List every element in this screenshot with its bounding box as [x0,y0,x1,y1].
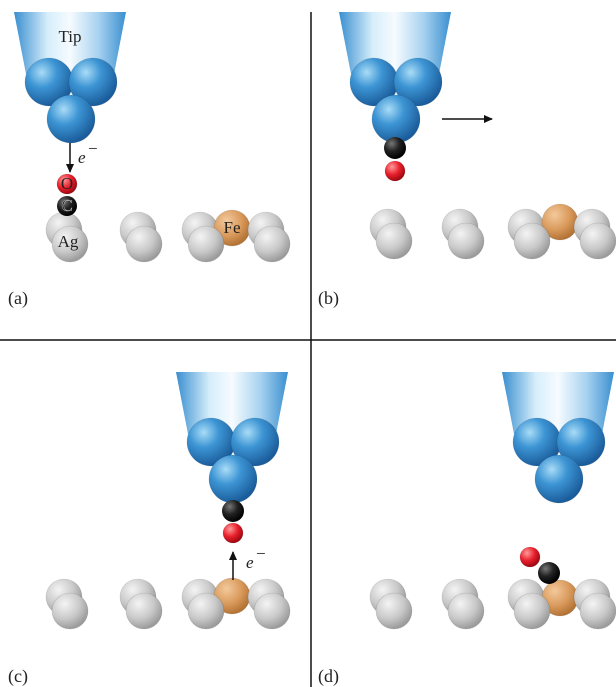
silver-atom [253,592,291,630]
tip-atom [208,454,258,504]
carbon-atom [538,562,560,584]
silver-atom [51,592,89,630]
oxygen-atom [222,522,244,544]
silver-atom [579,222,616,260]
oxygen-atom [56,173,78,195]
oxygen-label: O [61,174,73,193]
panel-label: (a) [8,288,28,309]
oxygen-atom [384,160,406,182]
carbon-atom [222,500,244,522]
electron: e [78,148,86,167]
electron-charge: − [88,139,98,158]
shapes [14,12,616,630]
tip-label: Tip [58,27,81,46]
electron-charge: − [256,544,266,563]
tip-atom [371,94,421,144]
tip-atom [556,417,606,467]
silver-label: Ag [58,232,79,251]
tip [339,12,451,74]
tip-atom [68,57,118,107]
silver-atom [125,225,163,263]
tip [502,372,614,434]
oxygen-atom [519,546,541,568]
silver-atom [579,592,616,630]
panel-label: (c) [8,666,28,687]
tip [176,372,288,434]
panel-label: (b) [318,288,339,309]
tip-atom [534,454,584,504]
silver-atom [447,592,485,630]
silver-atom [375,222,413,260]
panel-label: (d) [318,666,339,687]
silver-atom [253,225,291,263]
carbon-label: C [61,196,72,215]
tip-atom [230,417,280,467]
silver-atom [187,225,225,263]
iron-label: Fe [224,218,241,237]
carbon-atom [57,196,77,216]
silver-atom [375,592,413,630]
carbon-atom [384,137,406,159]
electron: e [246,553,254,572]
silver-atom [187,592,225,630]
silver-atom [513,222,551,260]
tip-atom [46,94,96,144]
tip [14,12,126,74]
silver-atom [447,222,485,260]
silver-atom [513,592,551,630]
silver-atom [51,225,89,263]
labels: Tip e − O C Ag Fe e − (a) (b) (c) (d) [8,27,339,687]
silver-atom [125,592,163,630]
tip-atom [393,57,443,107]
